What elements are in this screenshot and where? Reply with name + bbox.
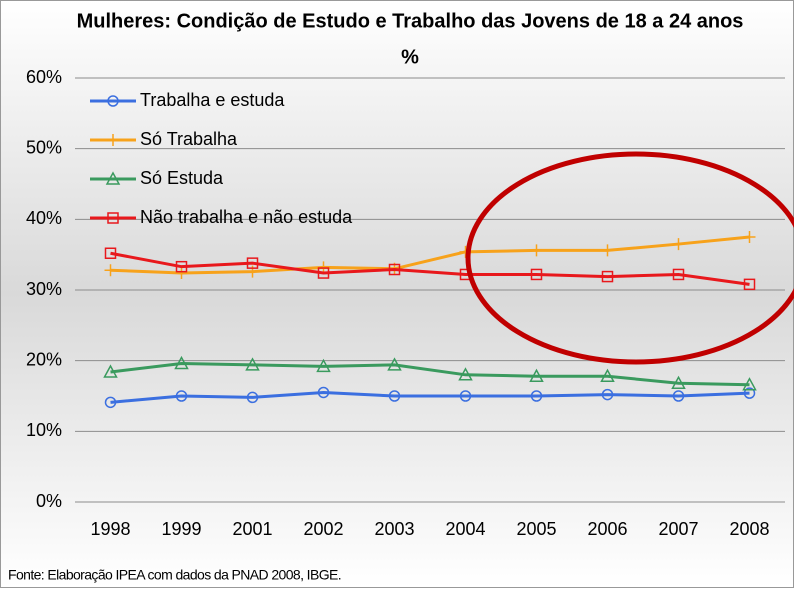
legend-label: Só Estuda (140, 168, 224, 188)
marker (317, 386, 330, 399)
y-tick-label: 20% (26, 349, 62, 369)
legend-marker (107, 95, 119, 107)
marker (530, 244, 543, 257)
marker (174, 355, 189, 370)
series-line (110, 235, 750, 275)
legend-marker (107, 134, 119, 146)
marker (601, 244, 614, 257)
marker (175, 390, 188, 402)
y-tick-label: 30% (26, 279, 62, 299)
marker (459, 390, 472, 402)
marker (104, 396, 117, 409)
marker (672, 268, 685, 281)
x-tick-label: 2006 (587, 519, 627, 539)
marker (743, 278, 756, 291)
series-line (110, 390, 750, 404)
marker (601, 388, 614, 401)
x-tick-label: 2002 (303, 519, 343, 539)
legend-label: Não trabalha e não estuda (140, 207, 353, 227)
marker (316, 358, 331, 373)
legend-label: Só Trabalha (140, 129, 238, 149)
x-tick-label: 2001 (232, 519, 272, 539)
marker (104, 264, 117, 277)
legend-label: Trabalha e estuda (140, 90, 285, 110)
x-tick-label: 1998 (90, 519, 130, 539)
x-tick-label: 2004 (445, 519, 485, 539)
marker (743, 231, 756, 243)
x-tick-label: 1999 (161, 519, 201, 539)
x-tick-label: 2008 (729, 519, 769, 539)
legend-marker (105, 171, 121, 185)
marker (601, 270, 614, 283)
x-tick-label: 2005 (516, 519, 556, 539)
marker (743, 387, 756, 399)
y-tick-label: 50% (26, 137, 62, 157)
marker (458, 367, 473, 381)
x-tick-label: 2003 (374, 519, 414, 539)
marker (246, 391, 259, 404)
marker (530, 268, 543, 281)
marker (104, 247, 117, 260)
y-tick-label: 10% (26, 420, 62, 440)
marker (103, 364, 118, 378)
marker (388, 390, 401, 402)
marker (530, 390, 543, 402)
marker (246, 257, 259, 269)
chart-subtitle: % (401, 46, 419, 68)
marker (742, 377, 757, 391)
y-tick-label: 40% (26, 208, 62, 228)
plot: 0% 10% 20% 30% 40% 50% 60% 1998 1999 2001 2002 2003… (26, 67, 785, 539)
marker (388, 263, 401, 276)
marker (529, 368, 544, 382)
marker (672, 238, 685, 251)
series-line (110, 251, 750, 286)
marker (387, 357, 402, 371)
marker (317, 267, 330, 279)
marker (671, 375, 686, 390)
footnote: Fonte: Elaboração IPEA com dados da PNAD… (8, 567, 341, 583)
marker (600, 368, 615, 382)
marker (175, 260, 188, 273)
marker (245, 357, 260, 371)
marker (672, 390, 685, 402)
highlight-ellipse (465, 151, 794, 365)
y-tick-label: 0% (36, 491, 62, 511)
chart-title: Mulheres: Condição de Estudo e Trabalho … (77, 10, 744, 32)
marker (175, 267, 188, 280)
x-tick-label: 2007 (658, 519, 698, 539)
legend-marker (107, 212, 119, 224)
series-line (110, 361, 750, 387)
y-tick-label: 60% (26, 67, 62, 87)
